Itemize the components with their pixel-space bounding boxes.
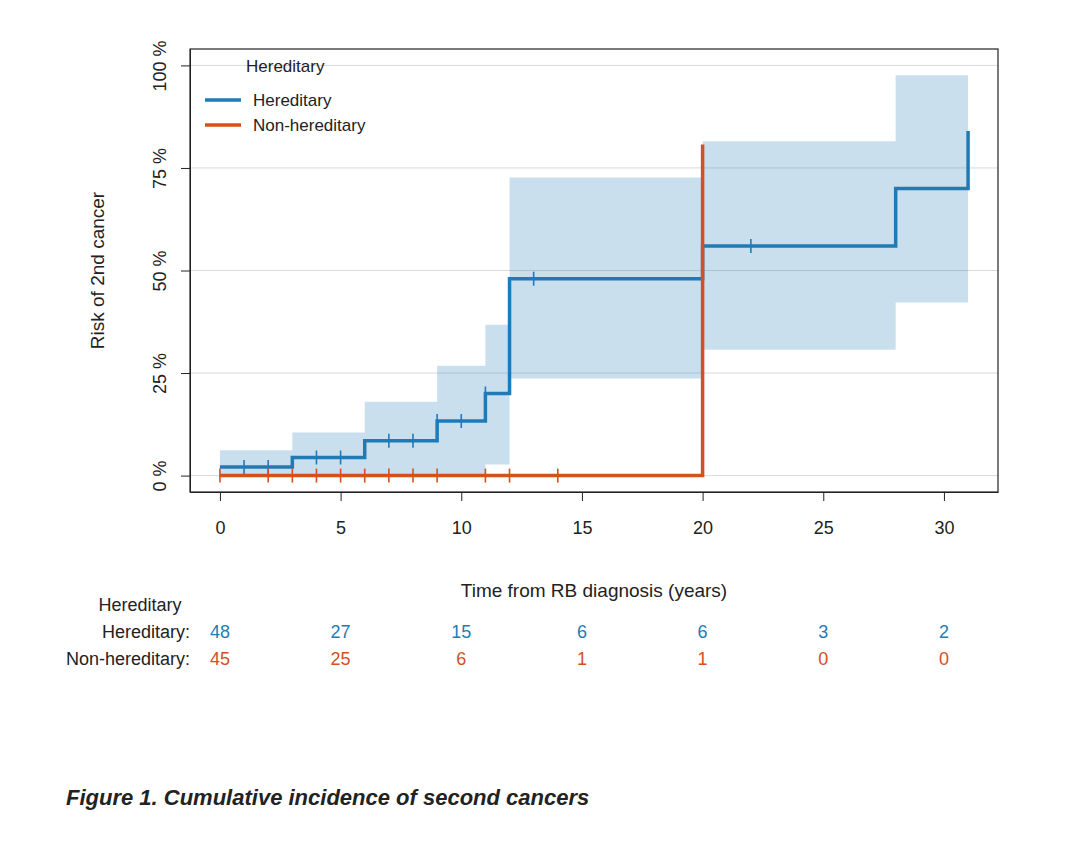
censor-mark — [436, 414, 438, 428]
censor-mark — [485, 387, 487, 401]
censor-mark — [340, 469, 342, 483]
legend-swatch — [205, 98, 241, 102]
y-tick-mark — [181, 168, 190, 169]
x-tick: 15 — [572, 492, 592, 538]
censor-mark — [557, 469, 559, 483]
censor-mark — [460, 414, 462, 428]
censor-mark — [340, 451, 342, 465]
censor-mark — [388, 469, 390, 483]
risk-count: 1 — [577, 649, 587, 669]
risk-count: 25 — [331, 649, 351, 669]
y-tick-mark — [181, 65, 190, 66]
y-tick-label: 50 % — [150, 250, 170, 291]
x-tick-mark — [220, 492, 221, 501]
confidence-band — [220, 75, 968, 475]
caption: Figure 1. Cumulative incidence of second… — [66, 785, 589, 810]
censor-mark — [243, 460, 245, 474]
x-tick-label: 20 — [693, 518, 713, 538]
y-axis-title: Risk of 2nd cancer — [87, 191, 108, 349]
y-axis: 0 % 25 % 50 % 75 % 100 % — [150, 40, 191, 492]
censor-mark — [292, 469, 294, 483]
risk-count: 48 — [210, 622, 230, 642]
plot-frame — [190, 49, 998, 492]
x-tick-label: 0 — [215, 518, 225, 538]
x-tick: 30 — [934, 492, 954, 538]
risk-count: 2 — [939, 622, 949, 642]
y-tick-label: 0 % — [150, 461, 170, 492]
y-tick: 50 % — [150, 250, 190, 291]
risk-count: 0 — [939, 649, 949, 669]
chart: 0510152025300 %25 %50 %75 %100 %Time fro… — [0, 0, 1090, 841]
x-tick-mark — [582, 492, 583, 501]
risk-table-title: Hereditary — [98, 595, 181, 615]
x-tick-mark — [823, 492, 824, 501]
x-tick: 10 — [452, 492, 472, 538]
censor-mark — [412, 469, 414, 483]
legend-title: Hereditary — [246, 57, 325, 76]
risk-row-label: Hereditary: — [102, 622, 190, 642]
y-tick-label: 25 % — [150, 353, 170, 394]
risk-count: 15 — [451, 622, 471, 642]
censor-mark — [364, 469, 366, 483]
risk-count: 0 — [818, 649, 828, 669]
x-axis-line — [191, 492, 999, 493]
x-tick-mark — [944, 492, 945, 501]
y-tick-label: 100 % — [150, 40, 170, 91]
legend: Hereditary Hereditary Non-hereditary — [205, 57, 366, 135]
y-tick: 0 % — [150, 461, 190, 492]
risk-count: 3 — [818, 622, 828, 642]
x-tick-mark — [703, 492, 704, 501]
y-tick-mark — [181, 476, 190, 477]
censor-mark — [509, 469, 511, 483]
x-tick: 25 — [814, 492, 834, 538]
censor-mark — [485, 469, 487, 483]
x-axis: 0 5 10 15 20 25 30 — [191, 492, 999, 538]
x-tick-mark — [461, 492, 462, 501]
x-tick-label: 10 — [452, 518, 472, 538]
legend-label: Hereditary — [253, 91, 332, 110]
legend-label: Non-hereditary — [253, 116, 366, 135]
x-tick-mark — [341, 492, 342, 501]
x-tick: 0 — [215, 492, 225, 538]
censor-mark — [412, 434, 414, 448]
step-line — [220, 131, 968, 467]
censor-mark — [388, 434, 390, 448]
risk-count: 27 — [331, 622, 351, 642]
grid — [190, 65, 998, 475]
x-tick-label: 25 — [814, 518, 834, 538]
censor-mark — [436, 469, 438, 483]
x-tick-label: 5 — [336, 518, 346, 538]
y-tick-mark — [181, 373, 190, 374]
x-tick: 5 — [336, 492, 346, 538]
x-tick-label: 30 — [934, 518, 954, 538]
censor-mark — [316, 469, 318, 483]
y-tick-label: 75 % — [150, 148, 170, 189]
risk-count: 6 — [577, 622, 587, 642]
censor-mark — [219, 469, 221, 483]
censor-mark — [267, 469, 269, 483]
risk-table: Hereditary Hereditary: 48 27 15 6 6 3 2 Non-hered… — [66, 595, 949, 669]
risk-count: 45 — [210, 649, 230, 669]
risk-count: 6 — [456, 649, 466, 669]
censor-mark — [533, 272, 535, 286]
step-line — [220, 145, 703, 476]
y-axis-line — [190, 50, 191, 493]
censor-mark — [750, 239, 752, 253]
x-tick-label: 15 — [572, 518, 592, 538]
plot-area — [220, 75, 968, 482]
y-tick: 100 % — [150, 40, 190, 91]
risk-row-label: Non-hereditary: — [66, 649, 190, 669]
y-tick: 75 % — [150, 148, 190, 189]
y-tick: 25 % — [150, 353, 190, 394]
legend-swatch — [205, 123, 241, 127]
risk-count: 6 — [698, 622, 708, 642]
y-tick-mark — [181, 271, 190, 272]
censor-mark — [316, 451, 318, 465]
x-tick: 20 — [693, 492, 713, 538]
risk-count: 1 — [698, 649, 708, 669]
x-axis-title: Time from RB diagnosis (years) — [461, 580, 727, 601]
